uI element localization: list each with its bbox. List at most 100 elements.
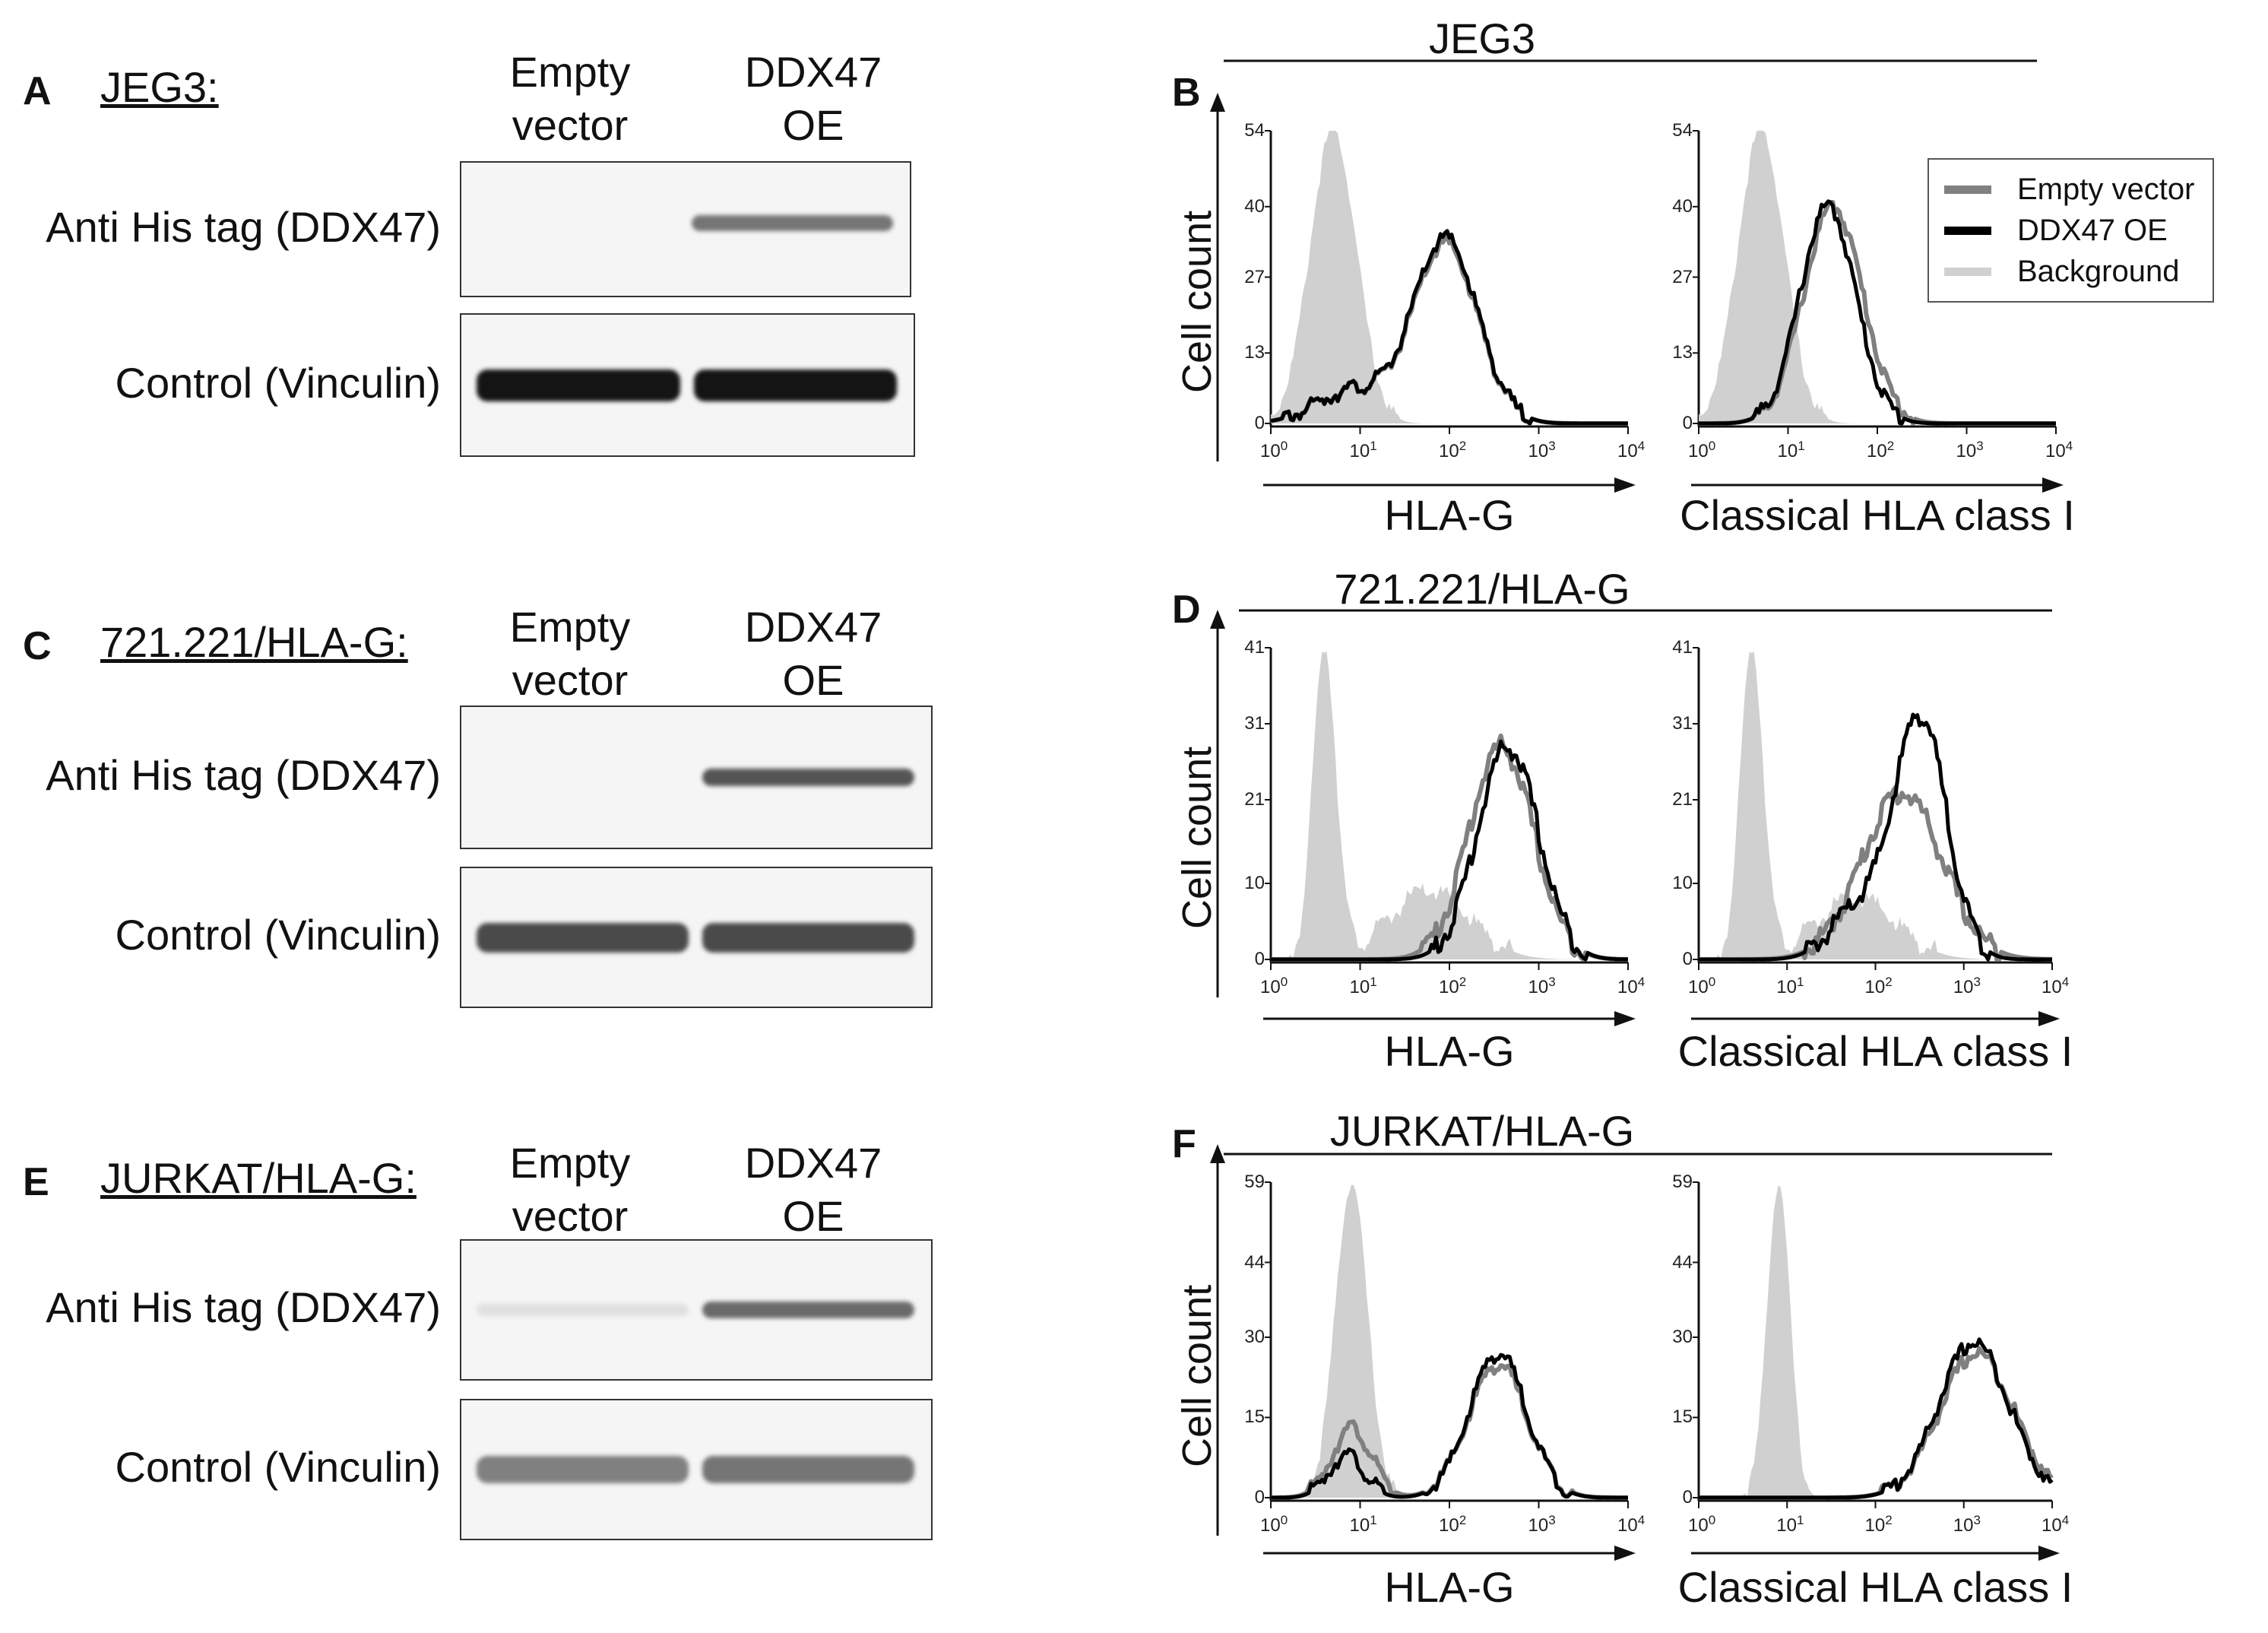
x-tick-label: 100 <box>1688 975 1715 998</box>
lane-label-line: OE <box>782 101 844 149</box>
x-tick-base: 10 <box>1688 441 1709 461</box>
blot-row-label: Control (Vinculin) <box>115 1443 441 1491</box>
lane-label-line: vector <box>512 1192 629 1240</box>
x-tick-exponent: 2 <box>1885 1513 1893 1527</box>
x-tick-label: 104 <box>1617 439 1645 462</box>
y-tick-label: 31 <box>1244 713 1265 734</box>
panel-letter-a: A <box>23 69 52 113</box>
x-tick-base: 10 <box>1688 1515 1709 1536</box>
y-tick-label: 15 <box>1244 1406 1265 1428</box>
x-tick-base: 10 <box>1953 1515 1974 1536</box>
legend-swatch-empty-vector <box>1944 185 1991 194</box>
blot-image <box>460 1399 933 1540</box>
lane-label-line: vector <box>512 101 629 149</box>
y-tick-label: 0 <box>1254 1487 1265 1508</box>
x-axis-label: HLA-G <box>1384 1027 1515 1075</box>
x-tick-label: 102 <box>1439 1513 1466 1536</box>
histogram-ddx47-oe-line <box>1270 229 1628 426</box>
cell-line-label: JEG3: <box>100 63 219 111</box>
x-tick-base: 10 <box>1956 441 1977 461</box>
x-tick-exponent: 4 <box>2065 439 2073 453</box>
x-tick-base: 10 <box>1260 441 1281 461</box>
x-tick-label: 103 <box>1953 1513 1981 1536</box>
y-tick-label: 0 <box>1254 949 1265 969</box>
blot-band <box>702 922 914 953</box>
x-tick-label: 102 <box>1867 439 1894 462</box>
x-tick-label: 100 <box>1260 975 1288 998</box>
x-tick-exponent: 3 <box>1973 1513 1981 1527</box>
y-tick-label: 30 <box>1672 1326 1693 1347</box>
y-tick-label: 21 <box>1244 789 1265 810</box>
histogram-background-area <box>1699 652 2052 959</box>
x-tick-exponent: 4 <box>1637 1513 1646 1527</box>
x-tick-exponent: 3 <box>1973 975 1981 989</box>
x-tick-label: 104 <box>1617 1513 1645 1536</box>
histogram-background-area <box>1271 131 1628 423</box>
y-tick-label: 44 <box>1672 1251 1693 1273</box>
blot-row-label: Anti His tag (DDX47) <box>46 750 441 799</box>
blot-band <box>692 214 893 232</box>
x-axis-label: Classical HLA class I <box>1677 1027 2073 1075</box>
x-tick-label: 100 <box>1688 1513 1715 1536</box>
panel-letter-d: D <box>1172 588 1201 632</box>
x-tick-base: 10 <box>1867 441 1887 461</box>
x-tick-exponent: 4 <box>2061 975 2070 989</box>
x-tick-exponent: 0 <box>1280 975 1288 989</box>
blot-row-label: Anti His tag (DDX47) <box>46 202 441 251</box>
y-axis-label: Cell count <box>1174 746 1220 929</box>
legend-entry: Background <box>1944 251 2194 292</box>
x-tick-label: 102 <box>1865 975 1893 998</box>
x-tick-label: 101 <box>1776 975 1804 998</box>
legend-label: DDX47 OE <box>2017 213 2168 247</box>
blot-image <box>460 161 911 297</box>
y-tick-label: 0 <box>1254 413 1265 433</box>
y-tick-label: 59 <box>1672 1172 1693 1192</box>
panel-letter-b: B <box>1172 71 1201 115</box>
blot-image <box>460 1239 933 1381</box>
blot-band <box>477 1303 689 1317</box>
x-tick-exponent: 1 <box>1370 1513 1377 1527</box>
y-tick-label: 54 <box>1244 120 1265 141</box>
x-tick-label: 104 <box>1617 975 1645 998</box>
blot-band <box>477 1456 689 1483</box>
lane-label-line: OE <box>782 1192 844 1240</box>
x-tick-label: 101 <box>1350 439 1377 462</box>
y-arrow-head <box>1210 93 1225 112</box>
lane-label: DDX47 OE <box>699 46 927 152</box>
y-tick-label: 13 <box>1244 342 1265 363</box>
x-tick-base: 10 <box>1349 441 1370 461</box>
x-tick-exponent: 2 <box>1886 439 1895 453</box>
x-tick-label: 100 <box>1260 1513 1288 1536</box>
lane-label-line: Empty <box>509 48 631 96</box>
x-arrow-head <box>2042 477 2064 493</box>
lane-label: DDX47 OE <box>699 601 927 707</box>
x-axis-label: Classical HLA class I <box>1680 491 2075 539</box>
legend-entry: DDX47 OE <box>1944 210 2194 251</box>
y-tick-label: 40 <box>1672 195 1693 217</box>
x-tick-exponent: 0 <box>1708 1513 1716 1527</box>
lane-label-line: vector <box>512 656 629 704</box>
y-tick-label: 27 <box>1672 266 1693 287</box>
histogram-background-area <box>1271 1184 1628 1498</box>
x-tick-base: 10 <box>1439 441 1459 461</box>
y-tick-label: 59 <box>1244 1172 1265 1192</box>
x-tick-base: 10 <box>1439 977 1459 997</box>
x-tick-base: 10 <box>1688 977 1709 997</box>
blot-row-label: Anti His tag (DDX47) <box>46 1283 441 1331</box>
x-tick-label: 102 <box>1439 439 1466 462</box>
legend-label: Empty vector <box>2017 172 2195 206</box>
histogram-ddx47-oe-line <box>1699 1337 2054 1500</box>
y-tick-label: 40 <box>1244 195 1265 217</box>
lane-label-line: DDX47 <box>744 1139 882 1187</box>
x-tick-exponent: 2 <box>1459 439 1467 453</box>
blot-image <box>460 706 933 849</box>
x-tick-base: 10 <box>1776 977 1797 997</box>
legend-label: Background <box>2017 254 2180 288</box>
x-tick-base: 10 <box>2042 1515 2062 1536</box>
x-tick-exponent: 1 <box>1370 439 1377 453</box>
section-title: 721.221/HLA-G <box>1334 565 1630 613</box>
x-tick-label: 102 <box>1439 975 1466 998</box>
x-tick-base: 10 <box>1439 1515 1459 1536</box>
x-tick-label: 104 <box>2042 975 2069 998</box>
